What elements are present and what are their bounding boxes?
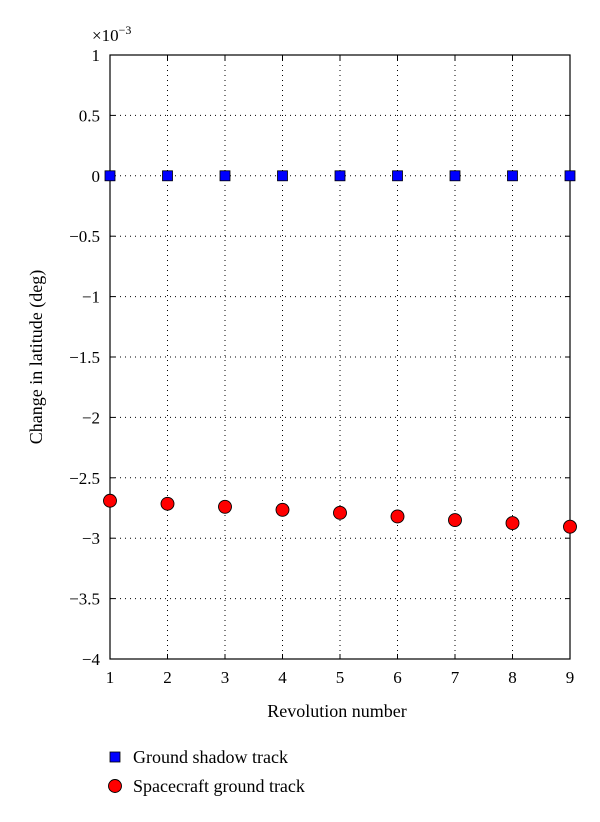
y-tick-labels: 1 0.5 0 −0.5 −1 −1.5 −2 −2.5 −3 −3.5 −4 <box>69 46 100 669</box>
data-point-circle <box>275 502 290 517</box>
series-1 <box>104 170 576 182</box>
grid-lines <box>110 55 570 659</box>
x-tick-labels: 1 2 3 4 5 6 7 8 9 <box>106 668 575 687</box>
data-point-square <box>162 170 173 182</box>
y-tick-label: 1 <box>92 46 101 65</box>
y-tick-label: 0 <box>92 167 101 186</box>
legend-label-spacecraft-ground-track: Spacecraft ground track <box>133 776 305 796</box>
x-tick-label: 9 <box>566 668 575 687</box>
legend: Ground shadow track Spacecraft ground tr… <box>108 747 305 796</box>
y-tick-label: −2 <box>82 408 100 427</box>
data-point-circle <box>333 505 347 520</box>
y-tick-label: −0.5 <box>69 227 100 246</box>
x-tick-label: 5 <box>336 668 345 687</box>
y-axis-title: Change in latitude (deg) <box>26 270 47 444</box>
x-tick-label: 8 <box>508 668 517 687</box>
data-point-square <box>449 170 461 182</box>
x-tick-label: 3 <box>221 668 230 687</box>
data-point-circle <box>448 513 462 528</box>
x-tick-label: 7 <box>451 668 460 687</box>
x-tick-label: 4 <box>278 668 287 687</box>
legend-marker-square <box>109 751 121 763</box>
data-point-square <box>277 170 288 182</box>
data-series <box>103 170 577 534</box>
x-tick-label: 2 <box>163 668 172 687</box>
data-point-circle <box>160 496 175 511</box>
y-scale-exponent-label: ×10−3 <box>92 23 131 45</box>
data-point-square <box>392 170 403 182</box>
y-tick-label: −3 <box>82 529 100 548</box>
legend-label-ground-shadow-track: Ground shadow track <box>133 747 288 767</box>
y-tick-label: −4 <box>82 650 101 669</box>
y-tick-label: −1 <box>82 288 100 307</box>
data-point-circle <box>505 516 520 531</box>
data-point-square <box>564 170 576 182</box>
data-point-square <box>219 170 231 182</box>
data-point-circle <box>103 493 117 508</box>
data-point-circle <box>390 509 405 524</box>
y-tick-label: −3.5 <box>69 590 100 609</box>
data-point-square <box>507 170 518 182</box>
legend-marker-circle <box>108 779 122 793</box>
y-tick-label: −1.5 <box>69 348 100 367</box>
x-tick-label: 1 <box>106 668 115 687</box>
data-point-square <box>104 170 116 182</box>
y-tick-label: 0.5 <box>79 106 100 125</box>
data-point-circle <box>563 519 577 534</box>
x-tick-label: 6 <box>393 668 402 687</box>
x-axis-title: Revolution number <box>267 701 406 721</box>
data-point-square <box>334 170 346 182</box>
data-point-circle <box>218 499 232 514</box>
series-2 <box>103 493 577 534</box>
y-tick-label: −2.5 <box>69 469 100 488</box>
